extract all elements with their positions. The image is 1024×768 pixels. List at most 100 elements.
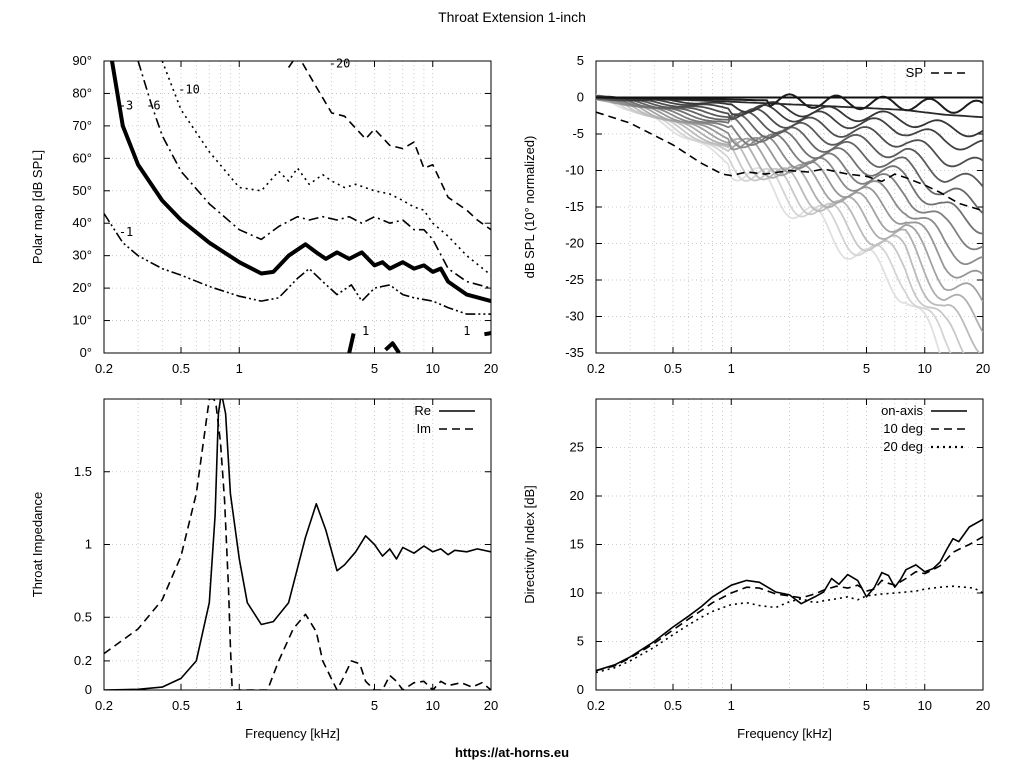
polar-map-contour-label: -20	[329, 56, 351, 70]
spl-ytick-label: -25	[565, 272, 584, 287]
impedance-ytick-label: 1	[85, 537, 92, 552]
spl-fan-curve	[596, 98, 983, 334]
spl-panel: 0.2 0.5 1 5 10 20 -35 -30 -25 -20 -15 -10 -5 0 5 dB SPL…	[522, 53, 990, 376]
spl-xtick-label: 0.2	[587, 361, 605, 376]
polar-map-xtick-label: 1	[236, 361, 243, 376]
directivity-series-line	[596, 536, 983, 672]
spl-ytick-label: -20	[565, 236, 584, 251]
impedance-xlabel: Frequency [kHz]	[245, 726, 340, 741]
directivity-series-line	[596, 518, 983, 672]
directivity-ytick-label: 20	[570, 488, 584, 503]
directivity-legend-label: 20 deg	[883, 439, 923, 454]
impedance-ytick-label: 1.5	[74, 464, 92, 479]
polar-map-ytick-label: 0°	[80, 345, 92, 360]
impedance-xtick-label: 0.2	[95, 698, 113, 713]
impedance-xtick-label: 20	[484, 698, 498, 713]
spl-xtick-label: 1	[728, 361, 735, 376]
directivity-xtick-label: 10	[918, 698, 932, 713]
spl-legend: SP	[906, 65, 967, 80]
footer-url[interactable]: https://at-horns.eu	[455, 745, 569, 760]
impedance-xtick-label: 0.5	[172, 698, 190, 713]
directivity-legend-label: 10 deg	[883, 421, 923, 436]
polar-map-series-line	[347, 333, 356, 353]
impedance-xtick-label: 10	[426, 698, 440, 713]
spl-fan-curve	[596, 95, 983, 151]
figure-title: Throat Extension 1-inch	[438, 9, 586, 25]
directivity-xtick-label: 5	[863, 698, 870, 713]
impedance-ytick-label: 0.5	[74, 609, 92, 624]
spl-fan-curve	[596, 94, 983, 279]
polar-map-series-line	[287, 61, 491, 231]
polar-map-ytick-label: 70°	[72, 118, 92, 133]
polar-map-xtick-label: 10	[426, 361, 440, 376]
directivity-ylabel: Directivity Index [dB]	[522, 485, 537, 604]
spl-xtick-label: 20	[976, 361, 990, 376]
polar-map-ytick-label: 20°	[72, 280, 92, 295]
directivity-ytick-label: 5	[577, 634, 584, 649]
impedance-series-line	[104, 399, 491, 690]
directivity-xtick-label: 0.2	[587, 698, 605, 713]
directivity-ytick-label: 25	[570, 440, 584, 455]
impedance-xtick-label: 1	[236, 698, 243, 713]
spl-xtick-label: 0.5	[664, 361, 682, 376]
polar-map-ytick-label: 60°	[72, 150, 92, 165]
directivity-ytick-label: 15	[570, 537, 584, 552]
spl-ytick-label: -35	[565, 345, 584, 360]
polar-map-grid	[104, 61, 491, 353]
polar-map-ytick-label: 80°	[72, 85, 92, 100]
polar-map-ylabel: Polar map [dB SPL]	[30, 150, 45, 264]
polar-map-ytick-label: 40°	[72, 215, 92, 230]
spl-ytick-label: 5	[577, 53, 584, 68]
spl-legend-label: SP	[906, 65, 923, 80]
directivity-xtick-label: 0.5	[664, 698, 682, 713]
polar-map-contour-label: 1	[463, 324, 470, 338]
polar-map-contour-label: -3	[119, 99, 133, 113]
polar-map-xtick-label: 5	[371, 361, 378, 376]
spl-ytick-label: -10	[565, 163, 584, 178]
polar-map-ytick-label: 10°	[72, 313, 92, 328]
polar-map-series-line	[384, 341, 401, 353]
impedance-legend-label: Im	[417, 421, 431, 436]
impedance-legend-label: Re	[414, 403, 431, 418]
spl-ytick-label: -30	[565, 309, 584, 324]
spl-series-line	[596, 111, 983, 212]
directivity-xlabel: Frequency [kHz]	[737, 726, 832, 741]
polar-map-series-line	[137, 61, 491, 289]
polar-map-contour-label: 1	[362, 324, 369, 338]
polar-map-series-line	[161, 61, 491, 276]
polar-map-series-line	[110, 61, 491, 304]
polar-map-contour-label: -10	[178, 82, 200, 96]
impedance-xtick-label: 5	[371, 698, 378, 713]
directivity-legend-label: on-axis	[881, 403, 923, 418]
directivity-ytick-label: 0	[577, 682, 584, 697]
polar-map-xtick-label: 0.5	[172, 361, 190, 376]
directivity-xtick-label: 1	[728, 698, 735, 713]
directivity-grid	[596, 399, 983, 690]
polar-map-series-line	[484, 330, 491, 337]
spl-ytick-label: -15	[565, 199, 584, 214]
impedance-ytick-label: 0	[85, 682, 92, 697]
directivity-legend: on-axis 10 deg 20 deg	[881, 403, 967, 454]
polar-map-frame	[103, 60, 492, 354]
spl-fan-curve	[596, 95, 983, 168]
polar-map-series-line	[104, 213, 491, 315]
polar-map-ytick-label: 30°	[72, 248, 92, 263]
directivity-xtick-label: 20	[976, 698, 990, 713]
spl-ytick-label: -5	[572, 126, 584, 141]
polar-map-ytick-label: 90°	[72, 53, 92, 68]
impedance-ylabel: Throat Impedance	[30, 492, 45, 598]
spl-xtick-label: 10	[918, 361, 932, 376]
impedance-ytick-label: 0.2	[74, 653, 92, 668]
polar-map-contour-label: -1	[119, 225, 133, 239]
directivity-ytick-label: 10	[570, 585, 584, 600]
polar-map-xtick-label: 20	[484, 361, 498, 376]
spl-ytick-label: 0	[577, 90, 584, 105]
spl-xtick-label: 5	[863, 361, 870, 376]
polar-map-contour-label: -6	[146, 99, 160, 113]
spl-ylabel: dB SPL (10° normalized)	[522, 136, 537, 279]
polar-map-ytick-label: 50°	[72, 183, 92, 198]
